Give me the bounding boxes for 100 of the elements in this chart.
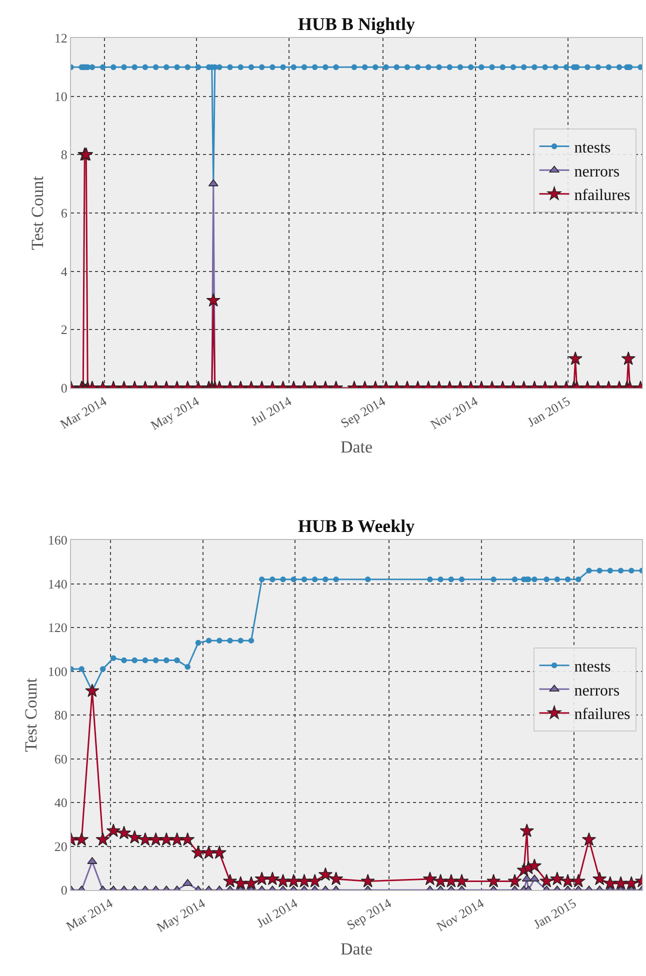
point [234,876,248,890]
y-tick-label: 2 [60,322,68,338]
point [360,874,375,888]
y-tick-label: 0 [60,882,68,898]
point [582,832,596,846]
point [216,638,222,644]
point [333,576,339,582]
point [121,657,127,664]
legend-label: nerrors [574,163,620,180]
x-tick-label: Jul 2014 [248,393,294,429]
point [100,666,106,672]
point [607,568,614,574]
point [544,576,550,582]
y-tick-label: 0 [60,380,68,396]
legend-label: ntests [574,658,611,676]
point [560,874,575,888]
point [614,876,628,890]
point [527,858,542,872]
y-tick-label: 10 [54,88,68,104]
point [202,845,216,859]
point [280,576,286,582]
x-tick-label: Mar 2014 [64,895,116,934]
point [116,826,132,840]
y-tick-label: 140 [48,576,68,592]
y-tick-label: 6 [60,206,68,221]
x-axis-title: Date [340,437,373,456]
point [592,872,607,886]
y-axis-title: Test Count [28,176,47,250]
y-tick-label: 12 [54,30,68,46]
x-tick-label: Jul 2014 [254,895,300,931]
point [74,832,89,846]
point [286,874,301,888]
point [222,874,238,888]
legend-label: ntests [574,140,611,157]
x-tick-label: Jan 2015 [530,895,579,932]
point [85,684,100,697]
point [328,872,344,886]
point [174,657,180,664]
point [318,867,333,881]
point [427,576,433,582]
legend-label: nfailures [574,706,630,724]
point [438,576,444,582]
point [148,832,163,846]
x-axis-title: Date [340,939,373,958]
x-tick-label: Jan 2015 [524,393,573,430]
point [170,832,184,846]
point [206,638,212,644]
y-tick-label: 20 [54,838,68,854]
y-tick-label: 60 [54,751,68,766]
point [138,832,152,846]
point [132,657,138,664]
point [276,874,290,888]
y-tick-label: 80 [54,708,68,723]
point [575,576,582,582]
x-tick-label: May 2014 [148,393,202,433]
x-tick-label: Nov 2014 [428,393,481,432]
point [96,832,110,846]
y-tick-label: 40 [54,795,68,810]
point [312,576,318,582]
y-tick-label: 120 [48,620,68,636]
x-tick-label: May 2014 [154,895,208,935]
point [152,657,159,664]
chart-title: HUB B Nightly [298,14,416,34]
point [106,824,120,837]
point [624,876,638,890]
point [586,568,592,574]
point [265,872,280,886]
y-tick-label: 8 [60,147,68,162]
point [364,576,371,582]
point [110,655,116,662]
point [564,576,571,582]
point [191,845,206,859]
point [628,568,634,574]
point [128,830,142,844]
point [490,576,496,582]
point [290,576,297,582]
point [596,568,602,574]
point [540,874,554,888]
point [322,576,328,582]
point [297,874,312,888]
x-tick-label: Sep 2014 [338,393,388,431]
point [195,640,202,646]
y-tick-label: 160 [48,532,68,548]
point [520,824,534,837]
point [142,657,148,664]
point [164,657,170,664]
point [78,666,84,672]
point [159,832,174,846]
legend-label: nerrors [574,682,620,700]
point [550,872,564,886]
point [571,874,586,888]
point [508,874,522,888]
x-tick-label: Sep 2014 [344,895,394,933]
point [448,576,454,582]
x-tick-label: Mar 2014 [57,393,110,432]
chart-title: HUB B Weekly [298,516,415,536]
point [454,874,469,888]
point [554,576,560,582]
y-axis-title: Test Count [21,678,40,752]
y-tick-label: 4 [60,264,68,279]
